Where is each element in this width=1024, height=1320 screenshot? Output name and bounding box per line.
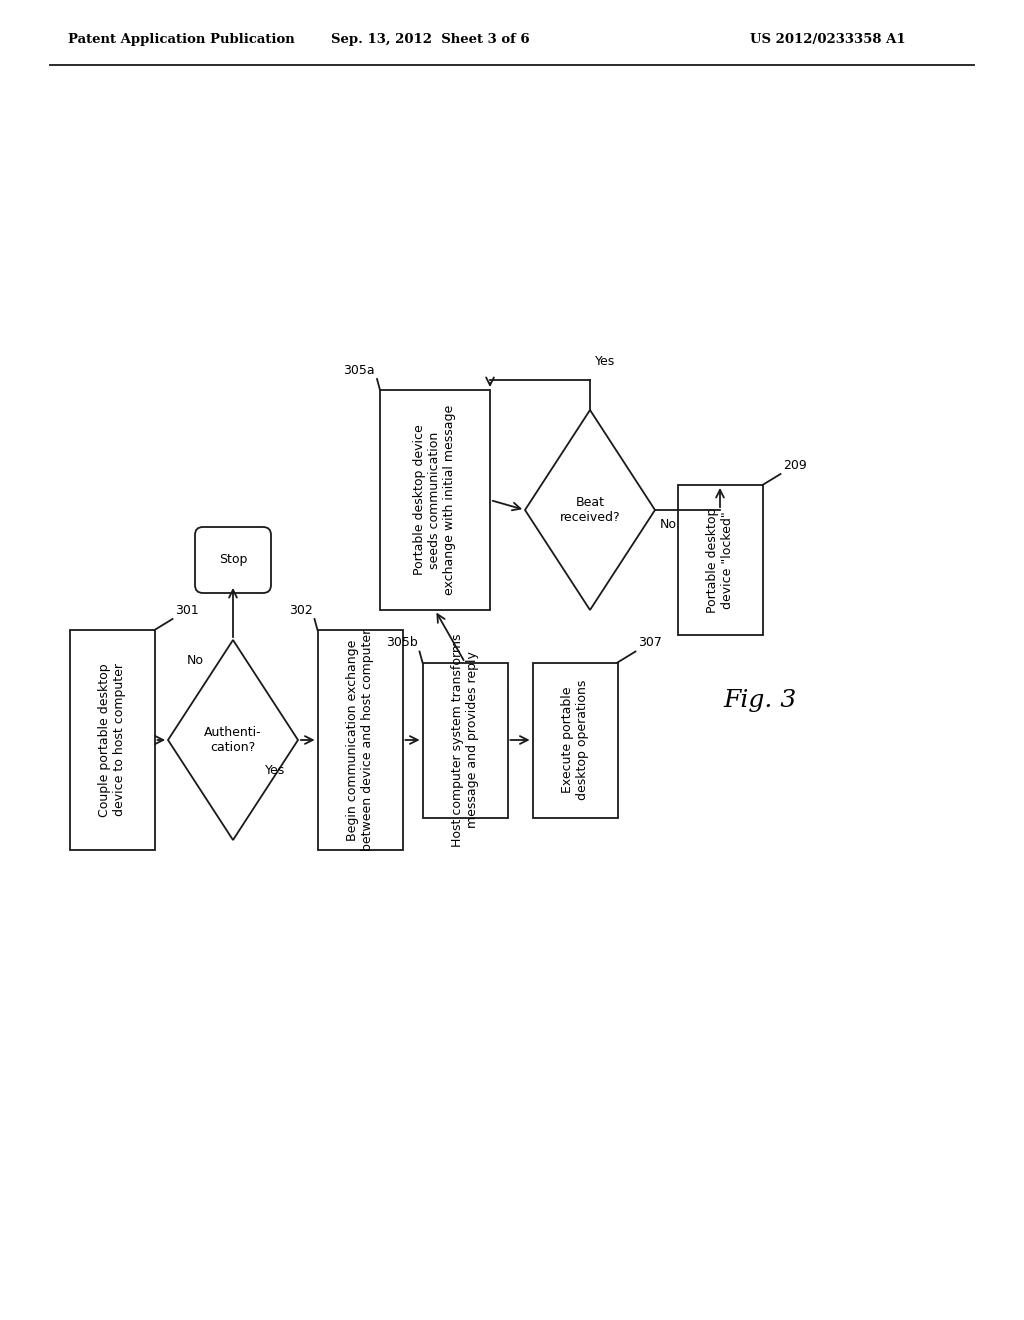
Text: 305a: 305a <box>343 364 375 378</box>
Text: Portable desktop
device "locked": Portable desktop device "locked" <box>706 507 734 612</box>
Bar <box>678 484 763 635</box>
Text: Host computer system transforms
message and provides reply: Host computer system transforms message … <box>451 634 479 846</box>
Text: Stop: Stop <box>219 553 247 566</box>
Bar <box>317 630 402 850</box>
Text: Yes: Yes <box>265 763 286 776</box>
Text: Fig. 3: Fig. 3 <box>723 689 797 711</box>
Text: Yes: Yes <box>595 355 615 368</box>
Bar <box>532 663 617 817</box>
Text: 209: 209 <box>783 459 807 473</box>
Text: No: No <box>186 653 204 667</box>
Text: 307: 307 <box>639 636 663 649</box>
Text: Portable desktop device
seeds communication
exchange with initial message: Portable desktop device seeds communicat… <box>414 405 457 595</box>
Text: Patent Application Publication: Patent Application Publication <box>68 33 295 46</box>
Bar <box>70 630 155 850</box>
Text: Execute portable
desktop operations: Execute portable desktop operations <box>561 680 589 800</box>
Text: Sep. 13, 2012  Sheet 3 of 6: Sep. 13, 2012 Sheet 3 of 6 <box>331 33 529 46</box>
FancyBboxPatch shape <box>195 527 271 593</box>
Bar <box>423 663 508 817</box>
Text: US 2012/0233358 A1: US 2012/0233358 A1 <box>750 33 905 46</box>
Bar <box>380 389 490 610</box>
Text: 302: 302 <box>289 605 312 616</box>
Text: Couple portable desktop
device to host computer: Couple portable desktop device to host c… <box>98 663 126 817</box>
Text: No: No <box>660 519 677 532</box>
Polygon shape <box>525 411 655 610</box>
Text: Authenti-
cation?: Authenti- cation? <box>204 726 262 754</box>
Text: Beat
received?: Beat received? <box>560 496 621 524</box>
Text: 301: 301 <box>175 605 200 616</box>
Text: Begin communication exchange
between device and host computer: Begin communication exchange between dev… <box>346 628 374 851</box>
Polygon shape <box>168 640 298 840</box>
Text: 305b: 305b <box>386 636 418 649</box>
